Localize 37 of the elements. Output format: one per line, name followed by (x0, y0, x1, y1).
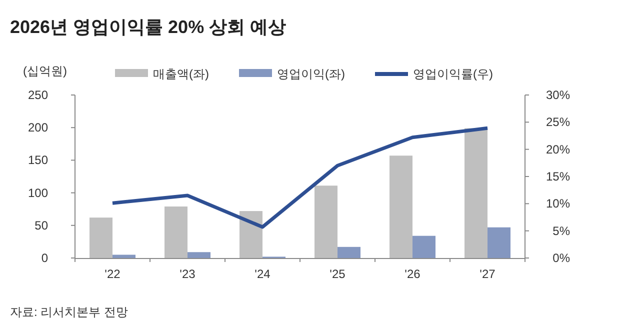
x-tick-label: '25 (330, 267, 346, 281)
x-tick-label: '27 (480, 267, 496, 281)
y-tick-label: 0 (41, 251, 48, 265)
bar (338, 246, 360, 258)
bar (390, 156, 412, 258)
bar (314, 186, 338, 258)
y2-tick-label: 15% (546, 170, 570, 184)
y2-tick-label: 25% (546, 115, 570, 130)
text: 자료: 리서치본부 전망 (10, 305, 128, 319)
bar (488, 227, 510, 258)
legend-label: 매출액(좌) (153, 67, 209, 81)
y-tick-label: 250 (28, 88, 48, 102)
y-tick-label: 100 (28, 186, 48, 200)
legend-label: 영업이익률(우) (413, 67, 493, 81)
bar (112, 254, 136, 258)
y2-tick-label: 0% (552, 251, 570, 265)
bar (464, 128, 488, 258)
y2-tick-label: 5% (552, 224, 570, 238)
bar (188, 252, 210, 258)
legend-label: 영업이익(좌) (277, 67, 345, 81)
y-tick-label: 150 (28, 153, 48, 168)
y-tick-label: 50 (34, 218, 48, 232)
y2-tick-label: 30% (546, 88, 570, 102)
bar (240, 211, 262, 258)
y2-tick-label: 10% (546, 196, 570, 211)
chart-title: 2026년 영업이익률 20% 상회 예상 (10, 17, 286, 37)
bar (90, 218, 112, 258)
line-series (110, 126, 490, 229)
bar (164, 206, 188, 258)
y-axis-title: (십억원) (23, 64, 67, 78)
x-tick-label: '23 (180, 267, 196, 281)
x-tick-label: '24 (254, 267, 271, 281)
y-tick-label: 200 (28, 120, 48, 135)
y2-tick-label: 20% (546, 142, 570, 156)
bar (412, 236, 436, 258)
x-tick-label: '22 (104, 267, 121, 281)
x-tick-label: '26 (404, 267, 421, 281)
